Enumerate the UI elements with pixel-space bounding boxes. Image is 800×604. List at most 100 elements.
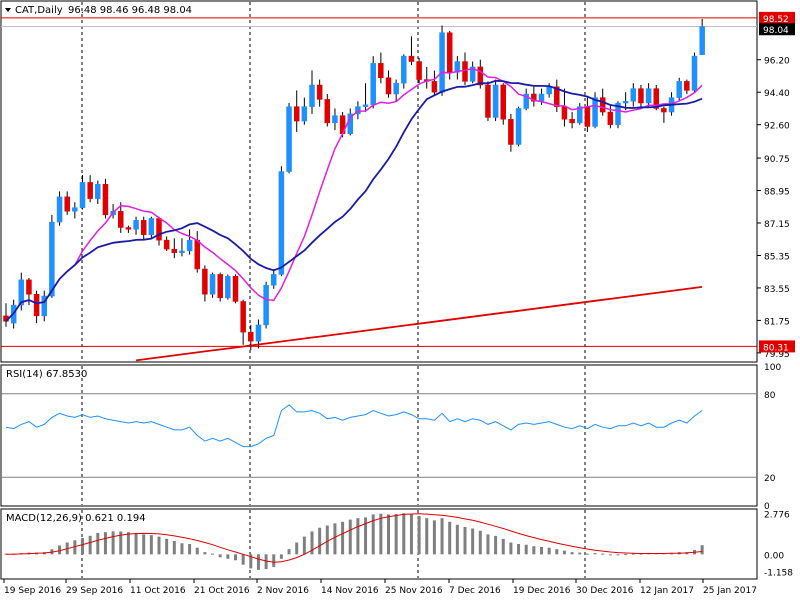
candle-body: [41, 295, 47, 317]
macd-bar: [249, 554, 253, 569]
time-tick-label: 12 Jan 2017: [640, 586, 694, 596]
macd-bar: [218, 554, 222, 558]
low-level-label-box: [759, 340, 795, 353]
price-level-lines: [1, 17, 757, 347]
candle-body: [248, 331, 254, 342]
macd-bar: [172, 541, 176, 555]
candle-body: [439, 32, 445, 93]
macd-bar: [348, 519, 352, 555]
time-tick-label: 14 Nov 2016: [321, 586, 379, 596]
candle-body: [72, 207, 78, 212]
candle-body: [125, 227, 132, 230]
macd-bar: [440, 518, 444, 555]
candle-body: [79, 182, 86, 208]
macd-bar: [302, 536, 306, 555]
macd-bar: [501, 538, 505, 555]
time-tick-label: 7 Dec 2016: [449, 586, 501, 596]
candle-body: [607, 111, 614, 125]
rsi-tick-label: 100: [764, 363, 781, 373]
candle-body: [355, 106, 361, 115]
candle-body: [56, 196, 63, 223]
macd-bar: [341, 521, 345, 555]
candle-body: [622, 100, 629, 104]
candle-body: [186, 239, 193, 252]
candle-body: [64, 196, 70, 212]
main-gridlines: [81, 2, 586, 361]
macd-bar: [149, 535, 153, 555]
candle-body: [133, 220, 139, 230]
current-price-label-box: [759, 23, 795, 36]
candle-body: [416, 61, 422, 80]
price-tick-label: 79.95: [764, 350, 790, 360]
macd-bar: [211, 553, 215, 555]
time-tick-label: 11 Oct 2016: [130, 586, 186, 596]
ma-fast-line: [5, 67, 703, 322]
candle-body: [477, 66, 484, 86]
rsi-tick-label: 80: [764, 391, 776, 401]
candle-body: [18, 279, 25, 306]
candle-body: [171, 248, 178, 254]
rsi-gridlines: [1, 366, 757, 505]
candle-body: [454, 61, 461, 73]
candle-body: [316, 84, 323, 100]
candle-body: [385, 77, 392, 95]
candle-body: [446, 32, 453, 73]
candle-body: [118, 211, 124, 228]
ma-mid-line: [5, 79, 703, 322]
macd-bar: [111, 531, 115, 555]
candle-body: [179, 250, 185, 254]
macd-bar: [616, 554, 620, 556]
candle-body: [240, 301, 246, 333]
time-tick-label: 19 Sep 2016: [4, 586, 61, 596]
candle-body: [408, 55, 415, 62]
candle-body: [378, 63, 384, 79]
macd-bar: [256, 554, 260, 570]
candle-body: [523, 93, 529, 109]
macd-bar: [188, 544, 192, 555]
current-price-label: 98.04: [763, 26, 789, 36]
macd-bar: [134, 532, 138, 555]
ma-slow-line: [135, 286, 703, 362]
macd-panel-frame: [0, 508, 758, 580]
macd-bar: [639, 553, 643, 555]
candle-body: [561, 106, 568, 120]
candle-body: [217, 274, 223, 299]
candle-body: [431, 81, 438, 93]
candle-body: [515, 108, 522, 145]
macd-bar: [700, 545, 704, 555]
macd-tick-label: 2.776: [764, 510, 790, 520]
macd-bar: [333, 523, 337, 555]
macd-signal-line: [5, 513, 703, 563]
macd-bar: [608, 554, 612, 556]
macd-bar: [264, 554, 268, 570]
candle-body: [531, 93, 537, 102]
macd-bar: [325, 525, 329, 555]
rsi-series: [5, 404, 703, 448]
candle-body: [492, 84, 499, 118]
macd-bar: [463, 527, 467, 555]
candle-body: [661, 108, 667, 113]
macd-bar: [387, 514, 390, 555]
macd-title: MACD(12,26,9) 0.621 0.194: [6, 513, 146, 524]
candle-body: [156, 218, 162, 241]
candle-body: [485, 84, 491, 118]
macd-bar: [509, 542, 513, 555]
macd-bar: [81, 538, 84, 555]
candle-body: [209, 274, 216, 295]
macd-bar: [601, 553, 605, 555]
collapse-triangle-icon[interactable]: [5, 8, 11, 12]
macd-bar: [126, 532, 130, 555]
macd-bar: [165, 538, 169, 555]
candle-body: [278, 171, 285, 275]
macd-bar: [287, 549, 291, 555]
macd-bar: [295, 542, 299, 555]
candle-body: [469, 66, 476, 82]
rsi-panel-frame: [0, 364, 758, 507]
macd-axis: 2.776 0.00 -1.158: [764, 510, 793, 578]
rsi-title: RSI(14) 67.8530: [6, 369, 87, 380]
candle-body: [140, 220, 147, 235]
macd-bar: [96, 532, 100, 555]
macd-bar: [103, 532, 107, 555]
macd-bar: [73, 540, 77, 555]
macd-bar: [471, 528, 475, 555]
